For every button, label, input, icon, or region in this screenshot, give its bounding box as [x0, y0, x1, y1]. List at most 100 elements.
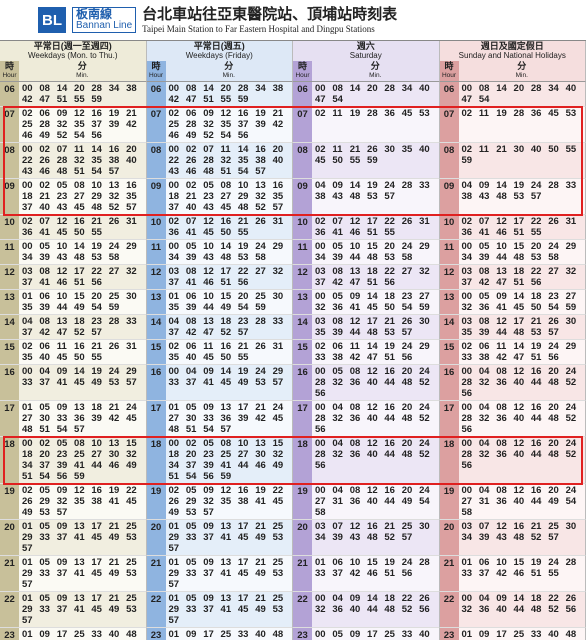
minute: 27 [91, 449, 102, 460]
hour-cell: 08 02 11 21 26 30 35 40 45 50 55 59 [293, 143, 440, 179]
minute: 21 [108, 402, 120, 413]
minute: 21 [237, 341, 249, 352]
minute: 28 [419, 557, 430, 568]
hour-row: 07 02 06 09 12 16 19 21 25 28 32 35 37 39 42 46 49 52 54 56… [0, 107, 586, 143]
minute: 01 [168, 291, 180, 302]
minute: 29 [126, 241, 137, 252]
minute: 11 [220, 144, 231, 155]
minute: 56 [419, 604, 430, 615]
line-name: 板南線 Bannan Line [72, 7, 137, 33]
minute: 57 [22, 579, 33, 590]
minute: 49 [39, 130, 50, 141]
minute: 37 [315, 277, 326, 288]
hour-label: 時 [444, 61, 454, 71]
minute: 20 [272, 144, 284, 155]
hour-row: 22 01 05 09 13 17 21 25 29 33 37 41 45 49 53 57 22 01 05 09… [0, 592, 586, 628]
minute: 20 [367, 83, 378, 94]
minute: 33 [185, 604, 197, 615]
minute: 51 [56, 94, 68, 105]
minute: 37 [203, 604, 214, 615]
minute: 28 [461, 377, 473, 388]
minute: 38 [255, 155, 266, 166]
minute: 08 [349, 402, 361, 413]
minute: 28 [401, 180, 413, 191]
minute: 46 [255, 460, 266, 471]
hour-cell: 06 00 08 14 20 28 34 38 42 47 51 55 59 [146, 82, 293, 107]
minute: 08 [74, 438, 85, 449]
minute: 57 [22, 543, 33, 554]
minute: 18 [384, 593, 395, 604]
minute: 58 [461, 507, 473, 518]
minute: 20 [401, 438, 413, 449]
minute: 37 [332, 568, 343, 579]
minute: 14 [367, 291, 378, 302]
hour: 09 [146, 179, 166, 214]
minute: 27 [74, 191, 85, 202]
minute: 33 [272, 316, 284, 327]
minute: 42 [185, 327, 197, 338]
minute: 01 [22, 291, 33, 302]
minute: 00 [461, 485, 473, 496]
hour-cell: 23000509172533404856 [293, 628, 440, 640]
minute: 05 [478, 241, 490, 252]
hour: 20 [146, 520, 166, 555]
minute: 00 [315, 366, 326, 377]
minutes: 00 05 10 14 19 24 29 34 39 43 48 53 58 [19, 240, 146, 264]
minute: 00 [22, 180, 33, 191]
minute: 00 [461, 438, 473, 449]
minute: 27 [401, 266, 413, 277]
minute: 49 [255, 532, 266, 543]
minute: 22 [530, 266, 542, 277]
minute: 39 [39, 302, 50, 313]
minute: 21 [349, 144, 361, 155]
hour-cell: 20 01 05 09 13 17 21 25 29 33 37 41 45 49 53 57 [0, 520, 147, 556]
minute: 49 [126, 460, 137, 471]
minute: 33 [315, 352, 326, 363]
minute: 49 [91, 377, 102, 388]
minute: 30 [255, 449, 266, 460]
minute: 26 [367, 144, 378, 155]
minute: 48 [349, 191, 361, 202]
minute: 02 [168, 341, 180, 352]
minute: 12 [203, 216, 214, 227]
minute: 14 [203, 83, 214, 94]
minute: 33 [185, 532, 197, 543]
minute: 15 [272, 438, 284, 449]
minute: 17 [56, 629, 68, 640]
minute: 45 [548, 108, 559, 119]
minute: 00 [461, 593, 473, 604]
minute: 45 [56, 227, 68, 238]
minute: 14 [74, 241, 85, 252]
minute: 41 [108, 496, 120, 507]
subtitle: Taipei Main Station to Far Eastern Hospi… [142, 23, 375, 34]
minute: 46 [56, 277, 68, 288]
minutes: 04 08 13 18 23 28 33 37 42 47 52 57 [166, 315, 293, 339]
minute: 31 [478, 496, 490, 507]
minute: 24 [419, 438, 430, 449]
hour: 23 [146, 628, 166, 640]
minute: 13 [108, 438, 120, 449]
hour-cell: 12 03 08 12 17 22 27 32 37 41 46 51 56 [0, 265, 147, 290]
minute: 34 [315, 252, 326, 263]
hour: 12 [439, 265, 459, 289]
minute: 32 [126, 266, 137, 277]
minute: 45 [126, 413, 137, 424]
minute: 55 [237, 352, 249, 363]
minute: 42 [332, 277, 343, 288]
minute: 40 [367, 496, 378, 507]
hour-cell: 19 00 04 08 12 16 20 24 27 31 36 40 44 49 54 58 [439, 484, 586, 520]
minute: 20 [548, 366, 559, 377]
minute: 21 [108, 593, 120, 604]
minute: 52 [530, 532, 542, 543]
minute: 45 [401, 108, 413, 119]
minute: 20 [548, 485, 559, 496]
minute: 53 [126, 604, 137, 615]
hour-row: 15 02 06 11 16 21 26 31 35 40 45 50 55 15 02 06 11 16 21 26… [0, 340, 586, 365]
minute: 13 [74, 593, 85, 604]
minute: 05 [56, 438, 68, 449]
minute: 19 [367, 180, 378, 191]
minute: 09 [349, 593, 361, 604]
hour-cell: 16 00 04 09 14 19 24 29 33 37 41 45 49 53 57 [0, 365, 147, 401]
minute: 45 [513, 302, 525, 313]
minute: 42 [108, 413, 120, 424]
